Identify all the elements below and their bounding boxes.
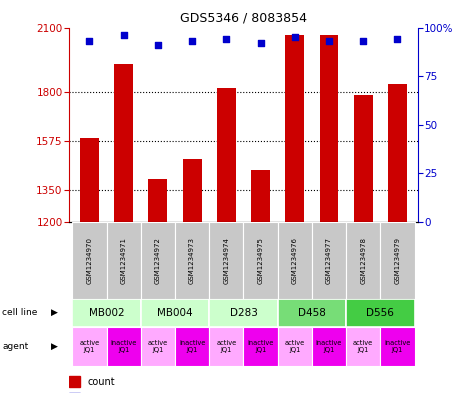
Bar (320, 35, 338, 222)
Point (120, 32, 127, 39)
Bar (354, 94, 373, 222)
Bar (346, 299, 415, 327)
Text: D283: D283 (229, 308, 257, 318)
Bar (312, 222, 346, 299)
Text: ▶: ▶ (51, 309, 58, 317)
Text: inactive
JQ1: inactive JQ1 (384, 340, 411, 353)
Bar (175, 222, 209, 299)
Text: inactive
JQ1: inactive JQ1 (316, 340, 342, 353)
Text: GSM1234970: GSM1234970 (86, 237, 93, 284)
Bar (285, 35, 304, 222)
Text: active
JQ1: active JQ1 (148, 340, 168, 353)
Text: D556: D556 (366, 308, 394, 318)
Text: GSM1234971: GSM1234971 (121, 237, 127, 284)
Bar (72, 299, 141, 327)
Bar (217, 88, 236, 222)
Bar (278, 222, 312, 299)
Text: GSM1234977: GSM1234977 (326, 237, 332, 284)
Text: inactive
JQ1: inactive JQ1 (247, 340, 274, 353)
Bar (209, 327, 243, 366)
Bar (312, 327, 346, 366)
Bar (380, 222, 415, 299)
Point (86, 38, 93, 44)
Bar (72, 222, 106, 299)
Bar (251, 170, 270, 222)
Point (325, 38, 333, 44)
Text: agent: agent (2, 342, 28, 351)
Bar (141, 299, 209, 327)
Text: active
JQ1: active JQ1 (216, 340, 237, 353)
Text: active
JQ1: active JQ1 (285, 340, 305, 353)
Text: cell line: cell line (2, 309, 38, 317)
Bar (380, 327, 415, 366)
Point (360, 38, 367, 44)
Text: inactive
JQ1: inactive JQ1 (111, 340, 137, 353)
Point (394, 36, 401, 42)
Bar (149, 179, 167, 222)
Bar (278, 299, 346, 327)
Text: GSM1234975: GSM1234975 (257, 237, 264, 284)
Bar (244, 327, 278, 366)
Bar (114, 64, 133, 222)
Text: GSM1234972: GSM1234972 (155, 237, 161, 284)
Text: GSM1234974: GSM1234974 (223, 237, 229, 284)
Text: count: count (87, 376, 114, 387)
Bar (209, 299, 278, 327)
Bar (209, 222, 243, 299)
Text: GSM1234973: GSM1234973 (189, 237, 195, 284)
Text: inactive
JQ1: inactive JQ1 (179, 340, 205, 353)
Point (257, 40, 265, 46)
Bar (346, 222, 380, 299)
Bar (69, 376, 80, 387)
Bar (183, 159, 201, 222)
Bar (141, 327, 175, 366)
Bar (175, 327, 209, 366)
Bar (106, 327, 141, 366)
Text: D458: D458 (298, 308, 326, 318)
Bar (141, 222, 175, 299)
Point (154, 42, 162, 48)
Text: MB002: MB002 (89, 308, 124, 318)
Point (291, 34, 299, 40)
Text: GSM1234979: GSM1234979 (394, 237, 400, 284)
Bar (72, 327, 106, 366)
Bar (278, 327, 312, 366)
Text: GSM1234976: GSM1234976 (292, 237, 298, 284)
Text: GSM1234978: GSM1234978 (360, 237, 366, 284)
Bar (346, 327, 380, 366)
Text: active
JQ1: active JQ1 (79, 340, 100, 353)
Text: ▶: ▶ (51, 342, 58, 351)
Point (222, 36, 230, 42)
Text: MB004: MB004 (157, 308, 193, 318)
Title: GDS5346 / 8083854: GDS5346 / 8083854 (180, 12, 307, 25)
Bar (80, 138, 99, 222)
Bar (244, 222, 278, 299)
Bar (388, 84, 407, 222)
Text: active
JQ1: active JQ1 (353, 340, 373, 353)
Bar (106, 222, 141, 299)
Point (188, 38, 196, 44)
